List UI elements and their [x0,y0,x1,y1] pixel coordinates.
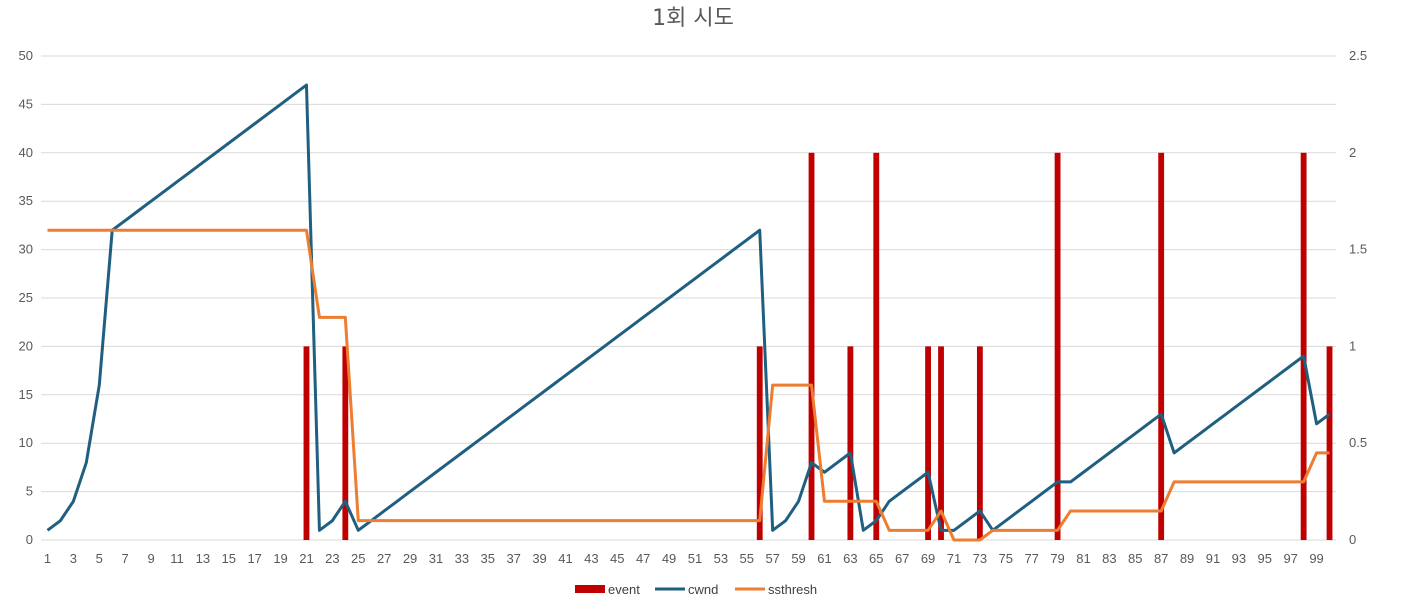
x-tick-label: 19 [273,551,287,566]
x-tick-label: 49 [662,551,676,566]
left-tick-label: 0 [26,532,33,547]
event-bar [847,346,854,540]
left-tick-label: 15 [19,387,33,402]
x-tick-label: 83 [1102,551,1116,566]
x-axis-ticks: 1 3 5 7 9 11 13 15 17 19 21 23 25 27 29 31 33 35 37 39 41 43 4… [44,551,1324,566]
x-tick-label: 61 [817,551,831,566]
x-tick-label: 85 [1128,551,1142,566]
x-tick-label: 99 [1309,551,1323,566]
x-tick-label: 59 [791,551,805,566]
x-tick-label: 51 [688,551,702,566]
event-bar [342,346,349,540]
x-tick-label: 1 [44,551,51,566]
right-tick-label: 1.5 [1349,242,1367,257]
x-tick-label: 37 [506,551,520,566]
x-tick-label: 15 [222,551,236,566]
event-bar [1054,152,1061,541]
left-tick-label: 50 [19,48,33,63]
x-tick-label: 47 [636,551,650,566]
legend-label-ssthresh: ssthresh [768,582,817,597]
right-tick-label: 2 [1349,145,1356,160]
x-tick-label: 43 [584,551,598,566]
left-tick-label: 40 [19,145,33,160]
x-tick-label: 67 [895,551,909,566]
event-bar [303,346,310,540]
x-tick-label: 17 [247,551,261,566]
event-bar [756,346,763,540]
x-tick-label: 53 [714,551,728,566]
x-tick-label: 81 [1076,551,1090,566]
cwnd-line [46,83,1331,532]
x-tick-label: 27 [377,551,391,566]
event-bar [925,346,931,540]
right-tick-label: 1 [1349,338,1356,353]
left-tick-label: 45 [19,96,33,111]
x-tick-label: 7 [122,551,129,566]
x-tick-label: 75 [999,551,1013,566]
x-tick-label: 71 [947,551,961,566]
event-bar [1158,152,1165,541]
legend-swatch-event [575,585,605,593]
event-bar [873,152,880,541]
x-tick-label: 87 [1154,551,1168,566]
x-tick-label: 97 [1283,551,1297,566]
x-tick-label: 33 [455,551,469,566]
right-axis-ticks: 0 0.5 1 1.5 2 2.5 [1349,48,1367,547]
x-tick-label: 39 [532,551,546,566]
event-bar [1300,152,1307,541]
right-tick-label: 2.5 [1349,48,1367,63]
left-tick-label: 5 [26,484,33,499]
x-tick-label: 77 [1024,551,1038,566]
x-tick-label: 5 [96,551,103,566]
left-axis-ticks: 0 5 10 15 20 25 30 35 40 45 50 [19,48,33,547]
legend: event cwnd ssthresh [575,582,817,597]
legend-label-event: event [608,582,640,597]
x-tick-label: 91 [1206,551,1220,566]
ssthresh-line [47,228,1330,542]
x-tick-label: 79 [1050,551,1064,566]
right-tick-label: 0 [1349,532,1356,547]
x-tick-label: 23 [325,551,339,566]
event-bar [1326,346,1333,540]
x-tick-label: 25 [351,551,365,566]
gridlines [41,55,1336,541]
series-lines [46,83,1331,542]
x-tick-label: 41 [558,551,572,566]
legend-label-cwnd: cwnd [688,582,718,597]
x-tick-label: 21 [299,551,313,566]
x-tick-label: 55 [740,551,754,566]
x-tick-label: 29 [403,551,417,566]
x-tick-label: 11 [170,551,184,566]
x-tick-label: 89 [1180,551,1194,566]
x-tick-label: 73 [973,551,987,566]
x-tick-label: 31 [429,551,443,566]
x-tick-label: 69 [921,551,935,566]
chart-title: 1회 시도 [652,6,734,31]
event-bar [938,346,944,540]
left-tick-label: 20 [19,338,33,353]
x-tick-label: 35 [481,551,495,566]
left-tick-label: 25 [19,290,33,305]
event-bars [303,152,1333,541]
x-tick-label: 65 [869,551,883,566]
x-tick-label: 45 [610,551,624,566]
left-tick-label: 10 [19,435,33,450]
x-tick-label: 9 [147,551,154,566]
left-tick-label: 30 [19,242,33,257]
right-tick-label: 0.5 [1349,435,1367,450]
x-tick-label: 63 [843,551,857,566]
x-tick-label: 13 [196,551,210,566]
x-tick-label: 57 [765,551,779,566]
event-bar [808,152,815,541]
x-tick-label: 93 [1232,551,1246,566]
event-bar [976,346,983,540]
x-tick-label: 3 [70,551,77,566]
x-tick-label: 95 [1258,551,1272,566]
left-tick-label: 35 [19,193,33,208]
